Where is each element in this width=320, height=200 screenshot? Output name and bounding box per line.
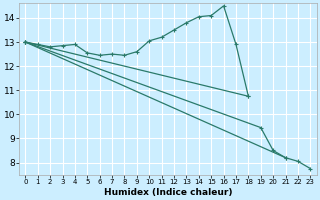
X-axis label: Humidex (Indice chaleur): Humidex (Indice chaleur)	[104, 188, 232, 197]
